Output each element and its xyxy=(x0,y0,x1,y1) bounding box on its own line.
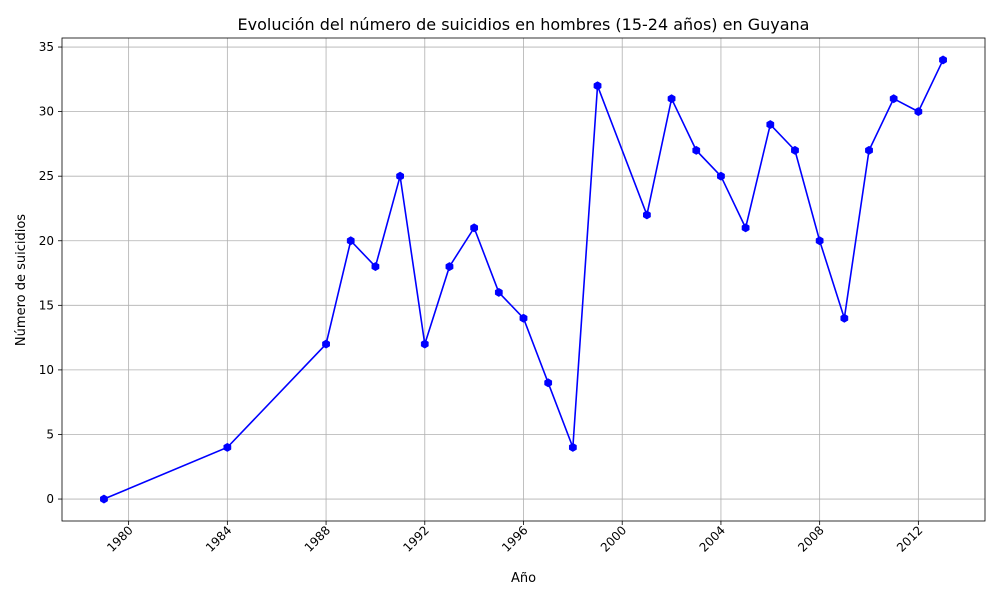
data-point xyxy=(420,339,429,349)
data-point xyxy=(494,287,503,297)
y-tick-label: 20 xyxy=(39,234,54,248)
data-point xyxy=(568,442,577,452)
data-series xyxy=(100,55,947,504)
y-tick-label: 10 xyxy=(39,363,54,377)
data-point xyxy=(470,223,479,233)
data-point xyxy=(667,94,676,104)
data-point xyxy=(346,236,355,246)
data-point xyxy=(445,262,454,272)
data-point xyxy=(914,107,923,117)
grid xyxy=(62,38,985,521)
data-point xyxy=(717,171,725,181)
x-tick-label: 2004 xyxy=(697,523,728,554)
x-axis-label: Año xyxy=(511,571,536,586)
data-point xyxy=(815,236,824,246)
x-tick-label: 1980 xyxy=(104,523,135,554)
y-tick-label: 5 xyxy=(46,427,54,441)
y-axis-label: Número de suicidios xyxy=(14,214,29,346)
data-point xyxy=(766,120,775,130)
data-point xyxy=(791,145,799,155)
x-tick-label: 1996 xyxy=(499,523,530,554)
data-point xyxy=(396,171,404,181)
x-tick-label: 2008 xyxy=(795,523,826,554)
axes: 0 5 10 15 20 25 30 35 1980 1984 1988 1992 1996 2000 20… xyxy=(39,37,986,555)
data-point xyxy=(741,223,750,233)
data-point xyxy=(692,145,701,155)
y-tick-label: 35 xyxy=(39,40,54,54)
x-tick-label: 1992 xyxy=(400,523,431,554)
data-point xyxy=(371,262,380,272)
plot-frame xyxy=(61,37,986,522)
chart-title: Evolución del número de suicidios en hom… xyxy=(238,15,810,34)
y-tick-label: 15 xyxy=(39,298,54,312)
data-point xyxy=(100,494,108,504)
data-point xyxy=(643,210,651,220)
y-tick-label: 30 xyxy=(39,105,54,119)
x-tick-label: 2000 xyxy=(598,523,629,554)
data-point xyxy=(544,378,553,388)
data-point xyxy=(223,442,232,452)
x-tick-label: 1984 xyxy=(203,523,234,554)
data-point xyxy=(519,313,528,323)
y-tick-label: 25 xyxy=(39,169,54,183)
data-point xyxy=(889,94,898,104)
data-point xyxy=(322,339,330,349)
data-point xyxy=(865,145,873,155)
data-point xyxy=(939,55,947,65)
data-point xyxy=(593,81,602,91)
x-tick-label: 1988 xyxy=(302,523,333,554)
y-tick-label: 0 xyxy=(46,492,54,506)
data-point xyxy=(840,313,849,323)
x-tick-label: 2012 xyxy=(894,523,925,554)
